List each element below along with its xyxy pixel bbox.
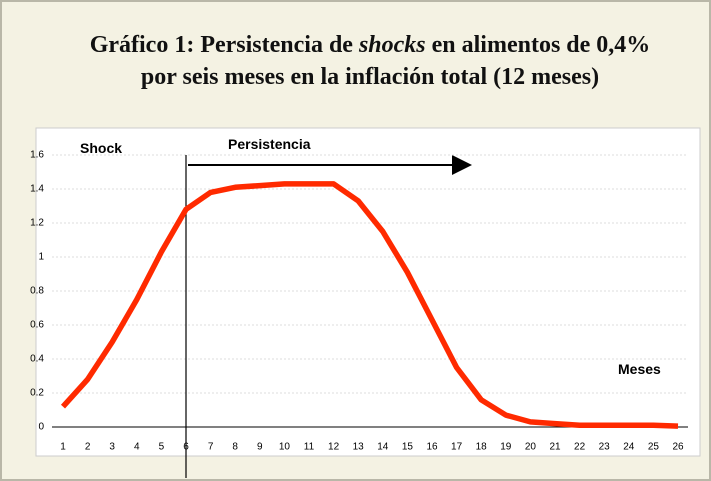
x-tick-label: 8	[232, 442, 238, 453]
y-tick-label: 0	[38, 422, 44, 433]
x-tick-label: 25	[648, 442, 660, 453]
x-tick-label: 1	[60, 442, 66, 453]
x-tick-label: 4	[134, 442, 140, 453]
x-tick-label: 22	[574, 442, 586, 453]
x-tick-label: 15	[402, 442, 414, 453]
chart-title: Gráfico 1: Persistencia de shocks en ali…	[90, 32, 651, 58]
y-tick-label: 0.4	[30, 354, 44, 365]
annotation: Shock	[80, 140, 122, 156]
plot-panel	[35, 127, 701, 457]
x-tick-label: 9	[257, 442, 263, 453]
x-tick-label: 16	[426, 442, 438, 453]
x-tick-label: 20	[525, 442, 537, 453]
x-tick-label: 12	[328, 442, 340, 453]
x-tick-label: 11	[304, 442, 315, 453]
y-tick-label: 0.2	[30, 388, 44, 399]
y-tick-label: 1.2	[30, 218, 44, 229]
x-tick-label: 21	[549, 442, 561, 453]
x-tick-label: 3	[109, 442, 115, 453]
x-tick-label: 5	[159, 442, 165, 453]
data-line	[60, 181, 679, 429]
x-tick-label: 18	[476, 442, 488, 453]
title-part: en alimentos de 0,4%	[426, 32, 651, 58]
x-tick-label: 23	[599, 442, 611, 453]
x-tick-label: 10	[279, 442, 291, 453]
annotation: Persistencia	[228, 136, 311, 152]
y-tick-label: 0.6	[30, 320, 44, 331]
x-tick-label: 17	[451, 442, 463, 453]
x-tick-label: 26	[672, 442, 684, 453]
title-part: shocks	[358, 32, 426, 58]
chart-title: por seis meses en la inflación total (12…	[141, 64, 599, 90]
y-tick-label: 1.6	[30, 150, 44, 161]
y-tick-label: 0.8	[30, 286, 44, 297]
axis-label: Meses	[618, 361, 661, 377]
x-tick-label: 2	[85, 442, 91, 453]
x-tick-label: 14	[377, 442, 389, 453]
y-tick-label: 1.4	[30, 184, 44, 195]
x-tick-label: 13	[353, 442, 365, 453]
title-part: Gráfico 1: Persistencia de	[90, 32, 359, 58]
x-tick-label: 24	[623, 442, 635, 453]
x-tick-label: 19	[500, 442, 512, 453]
y-tick-label: 1	[38, 252, 44, 263]
x-tick-label: 7	[208, 442, 214, 453]
